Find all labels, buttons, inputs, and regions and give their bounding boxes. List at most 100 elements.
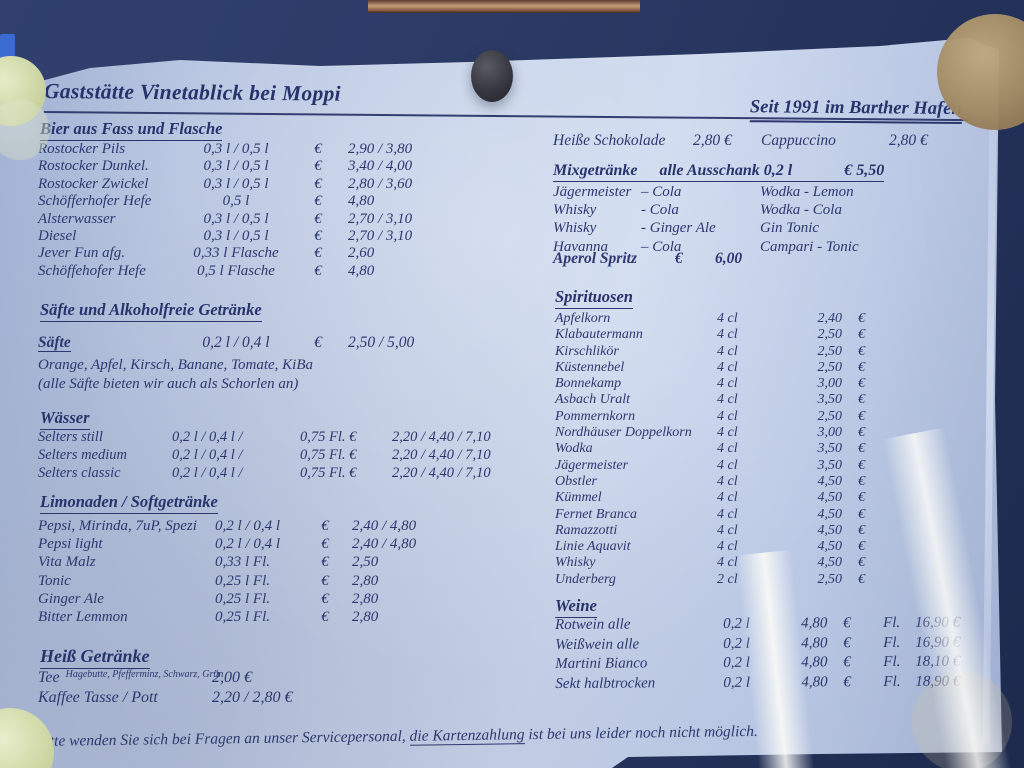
item-size: 0,2 l bbox=[723, 654, 751, 671]
item-name: Pepsi light bbox=[38, 536, 103, 553]
item-price: 3,00 bbox=[817, 425, 843, 441]
item-size: 4 cl bbox=[717, 376, 738, 392]
item-price: 2,70 / 3,10 bbox=[348, 210, 413, 227]
item-price: 3,40 / 4,00 bbox=[348, 158, 413, 175]
menu-row: Ginger Ale 0,25 l Fl. € 2,80 bbox=[38, 591, 416, 609]
footer-text: ist bei uns leider noch nicht möglich. bbox=[524, 722, 758, 744]
currency-symbol: € bbox=[314, 227, 322, 244]
item-price: 4,80 bbox=[348, 262, 375, 279]
item-size: 0,2 l / 0,4 l bbox=[202, 334, 270, 351]
bottle-label: Fl. bbox=[882, 614, 901, 631]
item-price: 3,50 bbox=[817, 392, 843, 408]
menu-row: Kirschlikör 4 cl 2,50 € bbox=[555, 344, 865, 360]
bottle-price: 18,10 € bbox=[915, 653, 961, 670]
item-name: Schöffehofer Hefe bbox=[38, 262, 146, 279]
currency-symbol: € bbox=[675, 250, 683, 267]
bottle-price: 16,90 € bbox=[915, 634, 961, 651]
currency-symbol: € bbox=[314, 175, 322, 192]
currency-symbol: € bbox=[843, 673, 851, 690]
item-name: Bonnekamp bbox=[555, 376, 622, 392]
item-size: 4 cl bbox=[717, 327, 738, 343]
item-name: Kirschlikör bbox=[555, 343, 619, 359]
currency-symbol: € bbox=[321, 554, 329, 571]
item-sizes: 0,2 l / 0,4 l / bbox=[172, 429, 243, 445]
currency-symbol: € bbox=[858, 506, 865, 522]
menu-row: Bonnekamp 4 cl 3,00 € bbox=[555, 376, 865, 392]
item-price: 2,80 bbox=[352, 608, 379, 625]
juice-flavors: Orange, Apfel, Kirsch, Banane, Tomate, K… bbox=[38, 357, 313, 373]
item-price: 2,40 / 4,80 bbox=[352, 518, 417, 534]
item-price: 2,50 bbox=[817, 571, 843, 587]
item-price: 3,50 bbox=[817, 441, 843, 457]
item-price: 2,50 bbox=[817, 408, 843, 424]
menu-row: Martini Bianco 0,2 l 4,80 € Fl. 18,10 € bbox=[555, 654, 960, 676]
mix-list: Jägermeister – Cola Whisky - Cola Whisky - … bbox=[553, 184, 859, 257]
item-size: 0,25 l Fl. bbox=[215, 572, 270, 589]
item-name: Heiße Schokolade bbox=[553, 132, 666, 149]
item-name: Wodka bbox=[555, 441, 593, 457]
item-name: Rostocker Dunkel. bbox=[38, 158, 149, 175]
currency-symbol: € bbox=[314, 334, 322, 351]
juice-label: Säfte bbox=[38, 334, 71, 352]
item-price: 2,80 € bbox=[889, 132, 928, 149]
item-name: Jägermeister bbox=[553, 184, 632, 200]
menu-row: Diesel 0,3 l / 0,5 l € 2,70 / 3,10 bbox=[38, 228, 412, 245]
menu-row: Tonic 0,25 l Fl. € 2,80 bbox=[38, 573, 416, 591]
menu-row: Wodka 4 cl 3,50 € bbox=[555, 441, 865, 457]
menu-row: Campari - Tonic bbox=[760, 238, 859, 255]
currency-symbol: € bbox=[858, 490, 865, 506]
item-name: Alsterwasser bbox=[38, 210, 116, 227]
item-price: 2,50 bbox=[817, 343, 843, 359]
item-price: 4,50 bbox=[817, 555, 843, 571]
item-name: Asbach Uralt bbox=[555, 392, 631, 408]
item-name: Weißwein alle bbox=[555, 635, 640, 653]
item-price: 2,20 / 4,40 / 7,10 bbox=[392, 429, 491, 445]
menu-row: Wodka - Cola bbox=[760, 202, 842, 219]
bottle-label: Fl. bbox=[883, 653, 901, 670]
section-title-juices: Säfte und Alkoholfreie Getränke bbox=[40, 300, 262, 322]
item-name: Pepsi, Mirinda, 7uP, Spezi bbox=[38, 518, 197, 534]
item-name: Klabautermann bbox=[555, 327, 643, 343]
item-name: Vita Malz bbox=[38, 554, 96, 571]
section-title-hot: Heiß Getränke bbox=[40, 646, 150, 669]
currency-symbol: € bbox=[843, 654, 851, 671]
item-size: 4 cl bbox=[717, 441, 738, 457]
menu-row: Bitter Lemmon 0,25 l Fl. € 2,80 bbox=[38, 609, 416, 627]
currency-symbol: € bbox=[858, 457, 865, 473]
menu-row: Schöffehofer Hefe 0,5 l Flasche € 4,80 bbox=[38, 263, 412, 280]
item-name: Whisky bbox=[555, 555, 596, 571]
section-title-softs: Limonaden / Softgetränke bbox=[40, 492, 218, 514]
menu-row: Fernet Branca 4 cl 4,50 € bbox=[555, 507, 865, 523]
right-hot-row: Heiße Schokolade 2,80 € Cappuccino 2,80 … bbox=[553, 132, 928, 150]
item-size: 0,3 l / 0,5 l bbox=[203, 210, 269, 227]
currency-symbol: € bbox=[314, 210, 322, 227]
item-sizes: 0,2 l / 0,4 l / bbox=[172, 447, 243, 463]
bottle-size: 0,75 Fl. € bbox=[300, 465, 357, 481]
item-price: 4,50 bbox=[817, 539, 843, 555]
item-name: Fernet Branca bbox=[555, 506, 638, 522]
currency-symbol: € bbox=[314, 158, 322, 175]
currency-symbol: € bbox=[314, 262, 322, 279]
menu-row: Rostocker Pils 0,3 l / 0,5 l € 2,90 / 3,… bbox=[38, 141, 412, 158]
item-size: 0,2 l bbox=[723, 635, 750, 652]
item-size: 0,3 l / 0,5 l bbox=[203, 141, 269, 157]
item-name: Jever Fun afg. bbox=[38, 245, 126, 262]
item-name: Sekt halbtrocken bbox=[555, 674, 656, 692]
item-price: 2,20 / 2,80 € bbox=[212, 689, 293, 706]
currency-symbol: € bbox=[858, 441, 865, 457]
item-price: 2,50 bbox=[817, 327, 843, 343]
menu-row: Obstler 4 cl 4,50 € bbox=[555, 474, 865, 490]
menu-row: Pepsi light 0,2 l / 0,4 l € 2,40 / 4,80 bbox=[38, 536, 416, 554]
item-price: 2,70 / 3,10 bbox=[348, 227, 413, 244]
currency-symbol: € bbox=[858, 522, 865, 538]
bottle-price: 16,90 € bbox=[914, 614, 961, 631]
glass-price: 4,80 bbox=[801, 654, 828, 671]
item-name: Havanna bbox=[553, 238, 608, 255]
currency-symbol: € bbox=[321, 536, 329, 553]
currency-symbol: € bbox=[842, 615, 851, 632]
item-name: Apfelkorn bbox=[555, 311, 611, 326]
item-name: Pommernkorn bbox=[555, 408, 636, 424]
item-size: 0,25 l Fl. bbox=[215, 608, 270, 625]
